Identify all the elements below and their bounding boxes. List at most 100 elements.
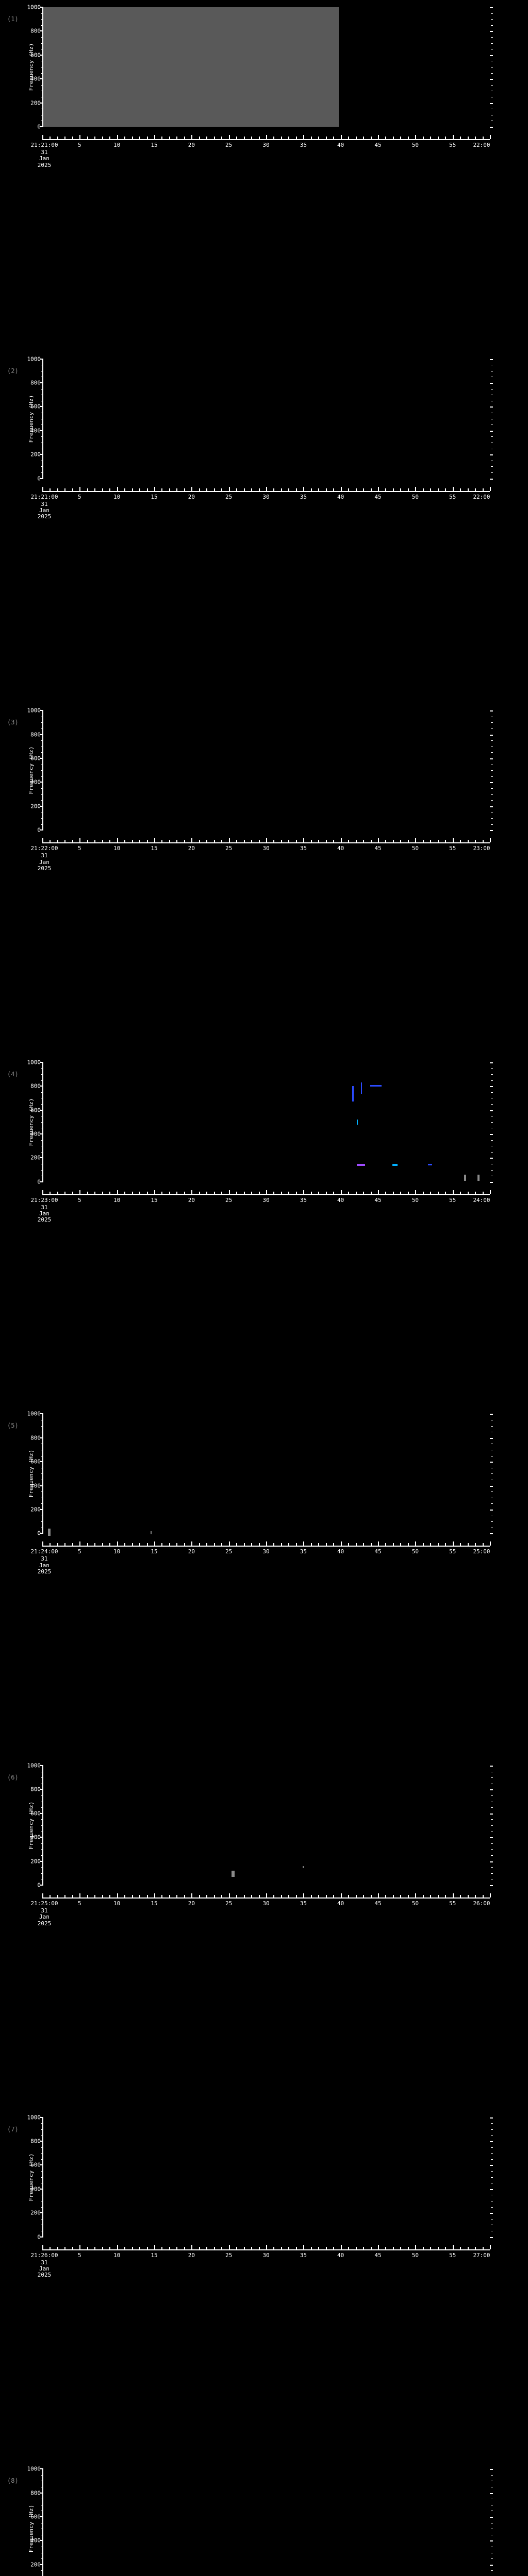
y-axis-minor-tick <box>41 1503 43 1504</box>
x-axis-minor-tick <box>355 1894 357 1897</box>
x-axis-minor-tick <box>280 2246 282 2249</box>
x-axis-minor-tick <box>94 1191 96 1194</box>
x-axis-tick-label: 20 <box>188 142 195 148</box>
x-axis-minor-tick <box>482 840 484 843</box>
y-axis-tick-mark <box>40 7 43 8</box>
y-axis-tick-label: 800 <box>30 379 41 386</box>
y-axis-tick-label: 200 <box>30 99 41 107</box>
x-axis-major-tick <box>79 486 81 491</box>
x-axis-major-tick <box>452 486 454 491</box>
y-axis-minor-tick <box>41 818 43 819</box>
right-axis-tick <box>490 782 493 784</box>
x-axis-minor-tick <box>437 137 439 139</box>
x-axis-tick-label: 50 <box>411 2251 419 2259</box>
x-axis-minor-tick <box>400 488 402 491</box>
x-axis-minor-tick <box>318 2246 320 2249</box>
x-axis-major-tick <box>79 838 81 843</box>
y-axis-minor-tick <box>41 1825 43 1826</box>
x-axis-major-tick <box>378 1190 379 1194</box>
x-axis-minor-tick <box>50 137 51 139</box>
x-axis-tick-label: 30 <box>262 1196 270 1204</box>
x-axis-tick-label: 40 <box>337 2251 344 2259</box>
x-axis-minor-tick <box>288 1191 290 1194</box>
x-axis-tick-label: 10 <box>113 1900 121 1907</box>
x-axis-minor-tick <box>280 137 282 139</box>
x-axis-minor-tick <box>467 1191 469 1194</box>
x-axis-tick-label: 50 <box>411 1900 419 1907</box>
x-axis-tick-label: 35 <box>300 1196 307 1204</box>
x-axis-minor-tick <box>94 840 96 843</box>
x-axis-minor-tick <box>169 1894 170 1897</box>
right-axis-tick <box>491 84 493 86</box>
x-axis-major-tick <box>191 1541 193 1546</box>
x-axis-minor-tick <box>445 1894 447 1897</box>
x-axis-minor-tick <box>258 1543 260 1546</box>
x-axis-minor-tick <box>72 2246 73 2249</box>
x-axis-minor-tick <box>102 840 103 843</box>
x-axis-minor-tick <box>363 1191 365 1194</box>
x-axis-major-tick <box>415 2245 417 2249</box>
x-axis-minor-tick <box>310 488 312 491</box>
x-axis-tick-label: 40 <box>337 845 344 852</box>
x-axis-minor-tick <box>370 1894 372 1897</box>
x-axis-tick-label: 20 <box>188 1900 195 1907</box>
x-axis-minor-tick <box>176 1191 178 1194</box>
x-axis-major-tick <box>415 1541 417 1546</box>
y-axis-tick-label: 400 <box>30 75 41 82</box>
x-axis-major-tick <box>266 135 267 139</box>
x-axis-major-tick <box>42 1190 43 1194</box>
y-axis-minor-tick <box>41 43 43 44</box>
y-axis-tick-label: 200 <box>30 803 41 810</box>
x-axis-minor-tick <box>109 1543 111 1546</box>
x-axis-minor-tick <box>72 488 73 491</box>
right-axis-tick <box>490 1509 493 1511</box>
right-axis-tick <box>490 406 493 408</box>
x-axis-minor-tick <box>236 1894 238 1897</box>
x-axis-major-tick <box>415 838 417 843</box>
x-axis-minor-tick <box>139 2246 141 2249</box>
x-axis-minor-tick <box>325 1191 327 1194</box>
x-axis-major-tick <box>266 1893 267 1897</box>
x-axis-major-tick <box>228 135 230 139</box>
x-axis-minor-tick <box>400 1543 402 1546</box>
x-axis-minor-tick <box>72 137 73 139</box>
right-axis-tick <box>491 2171 493 2172</box>
x-axis-tick-label: 45 <box>374 1196 382 1204</box>
spectrogram-panel: (3) 1000 800 600 400 200 0 Frequency (Hz) 21:22:… <box>0 703 528 879</box>
x-axis-minor-tick <box>184 1543 185 1546</box>
x-axis-minor-tick <box>295 1191 297 1194</box>
right-axis-tick <box>490 1837 493 1839</box>
x-axis-major-tick <box>452 135 454 139</box>
y-axis-tick-mark <box>40 1461 43 1463</box>
x-axis-minor-tick <box>385 137 387 139</box>
right-axis-tick <box>491 1849 493 1850</box>
x-axis-tick-label: 30 <box>262 1548 270 1555</box>
x-axis-minor-tick <box>445 840 447 843</box>
x-axis-minor-tick <box>445 1543 447 1546</box>
x-axis-minor-tick <box>288 488 290 491</box>
signal-trace <box>428 1163 433 1165</box>
right-axis-tick <box>491 2475 493 2476</box>
y-axis-label: Frequency (Hz) <box>27 2504 35 2553</box>
y-axis-minor-tick <box>41 1074 43 1075</box>
x-axis-minor-tick <box>251 840 253 843</box>
x-axis-tick-label: 25 <box>225 1900 233 1907</box>
x-axis-major-tick <box>266 838 267 843</box>
right-axis-tick <box>490 1181 493 1183</box>
x-axis-minor-tick <box>482 2246 484 2249</box>
y-axis-tick-mark <box>40 1533 43 1534</box>
y-axis-tick-mark <box>40 710 43 711</box>
x-axis-tick-label: 5 <box>78 1196 81 1204</box>
x-axis-tick-label: 50 <box>411 493 419 500</box>
x-axis-minor-tick <box>102 137 103 139</box>
x-axis-major-tick <box>117 2245 118 2249</box>
x-axis-minor-tick <box>422 1543 424 1546</box>
x-axis-minor-tick <box>199 840 200 843</box>
x-axis-minor-tick <box>273 2246 275 2249</box>
y-axis-tick-label: 600 <box>30 52 41 59</box>
x-axis-minor-tick <box>475 488 476 491</box>
x-axis-minor-tick <box>400 1191 402 1194</box>
panel-number-label: (8) <box>7 2477 19 2485</box>
y-axis-minor-tick <box>41 1140 43 1141</box>
y-axis-tick-mark <box>40 1157 43 1159</box>
